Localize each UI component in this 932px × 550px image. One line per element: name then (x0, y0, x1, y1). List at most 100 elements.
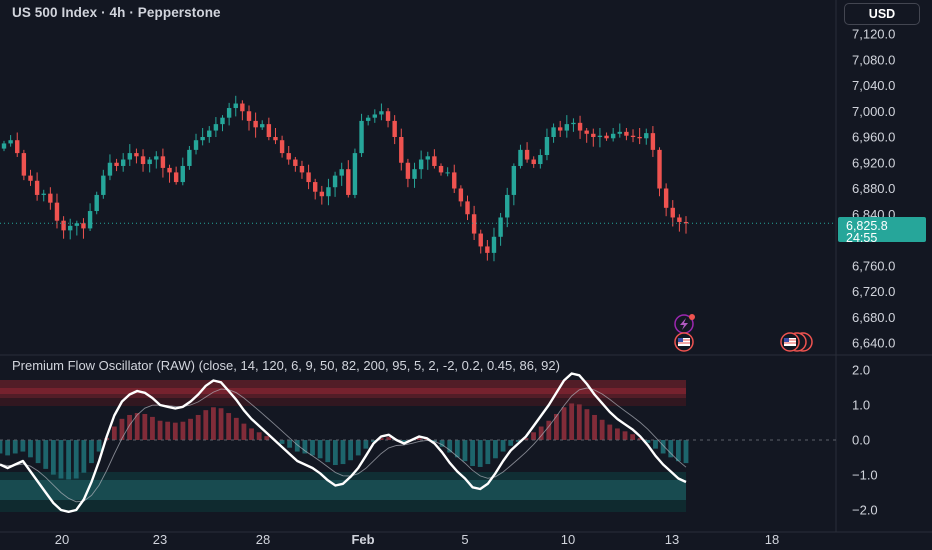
histogram-bar (233, 417, 239, 440)
candle-body (505, 194, 510, 218)
histogram-bar (630, 434, 636, 440)
price-scale-label: 7,080.0 (852, 52, 895, 67)
candle-body (94, 194, 99, 212)
histogram-bar (378, 438, 384, 440)
candle-body (299, 165, 305, 173)
oscillator-zone-band (0, 388, 686, 394)
candle-body (683, 221, 689, 224)
bar-countdown-label: 24:55 (846, 231, 878, 245)
price-scale-label: 7,000.0 (852, 104, 895, 119)
lightning-event-icon[interactable] (674, 314, 695, 334)
histogram-bar (0, 440, 3, 454)
histogram-bar (150, 416, 155, 440)
candle-body (147, 159, 152, 165)
oscillator-zone-band (0, 398, 686, 406)
histogram-bar (668, 440, 674, 458)
candle-body (425, 156, 430, 160)
candle-body (266, 124, 272, 137)
oscillator-scale-label: −1.0 (852, 468, 878, 483)
histogram-bar (127, 414, 132, 440)
histogram-bar (386, 437, 392, 440)
histogram-bar (508, 440, 514, 446)
candle-body (167, 167, 172, 173)
histogram-bar (50, 440, 56, 475)
candle-body (160, 156, 166, 168)
histogram-bar (188, 418, 193, 440)
histogram-bar (35, 440, 41, 464)
candle-body (538, 155, 543, 165)
candle-body (101, 175, 106, 195)
candle-body (518, 149, 523, 166)
candle-body (571, 122, 576, 125)
candle-body (28, 175, 33, 181)
histogram-bar (218, 408, 224, 440)
time-axis-label: 20 (55, 532, 69, 547)
time-axis-label: 28 (256, 532, 270, 547)
currency-button[interactable]: USD (844, 3, 920, 25)
histogram-bar (12, 440, 18, 454)
histogram-bar (447, 440, 453, 453)
histogram-bar (43, 440, 49, 469)
candle-body (193, 140, 199, 150)
us-flag-event-icon-group[interactable] (780, 332, 813, 352)
current-price-label: 6,825.8 (846, 219, 888, 233)
histogram-bar (81, 440, 87, 473)
us-flag-event-icon[interactable] (674, 332, 694, 352)
candle-body (107, 162, 113, 176)
symbol-title[interactable]: US 500 Index · 4h · Pepperstone (12, 5, 221, 20)
candle-body (418, 159, 424, 170)
histogram-bar (203, 410, 209, 440)
histogram-bar (500, 440, 506, 452)
oscillator-scale[interactable]: 2.0 1.0 0.0 −1.0 −2.0 (852, 363, 878, 518)
price-scale-label: 6,720.0 (852, 284, 895, 299)
time-axis[interactable]: 20 23 28 Feb 5 10 13 18 (55, 532, 779, 547)
oscillator-scale-label: 0.0 (852, 433, 870, 448)
candle-body (352, 153, 358, 195)
histogram-bar (211, 407, 216, 440)
histogram-bar (310, 440, 315, 456)
indicator-title[interactable]: Premium Flow Oscillator (RAW) (close, 14… (12, 358, 560, 373)
candle-body (332, 175, 338, 188)
candle-body (213, 124, 219, 131)
candle-body (478, 233, 483, 247)
histogram-bar (637, 438, 643, 440)
candle-body (412, 169, 417, 179)
time-axis-label: 23 (153, 532, 167, 547)
oscillator-scale-label: 1.0 (852, 398, 870, 413)
candle-body (120, 159, 126, 166)
histogram-bar (485, 440, 491, 465)
oscillator-line (0, 372, 687, 513)
histogram-bar (157, 420, 163, 440)
candle-body (226, 108, 232, 118)
histogram-bar (607, 424, 613, 440)
price-scale-label: 6,760.0 (852, 258, 895, 273)
current-price-tag: 6,825.8 24:55 (838, 217, 926, 245)
histogram-bar (294, 440, 300, 452)
histogram-bar (256, 432, 262, 440)
candle-body (359, 120, 364, 154)
histogram-bar (241, 423, 247, 440)
candle-body (399, 137, 404, 163)
candle-body (127, 153, 133, 160)
histogram-bar (302, 440, 308, 454)
candle-body (485, 246, 490, 253)
oscillator-signal-line (0, 387, 687, 503)
histogram-bar (180, 421, 186, 440)
histogram-bar (66, 440, 71, 480)
candle-body (207, 130, 212, 137)
candlestick-series (1, 95, 689, 262)
candle-body (34, 180, 40, 195)
candle-body (220, 117, 225, 125)
candle-body (8, 140, 13, 144)
price-scale[interactable]: 7,120.0 7,080.0 7,040.0 7,000.0 6,960.0 6,920… (852, 27, 895, 351)
histogram-bar (249, 428, 254, 440)
histogram-bar (584, 409, 590, 440)
candle-body (551, 127, 556, 137)
histogram-bar (660, 440, 666, 454)
histogram-bar (454, 440, 460, 458)
candle-body (405, 162, 411, 179)
candle-body (68, 225, 73, 231)
histogram-bar (363, 440, 369, 449)
candle-body (180, 165, 185, 183)
